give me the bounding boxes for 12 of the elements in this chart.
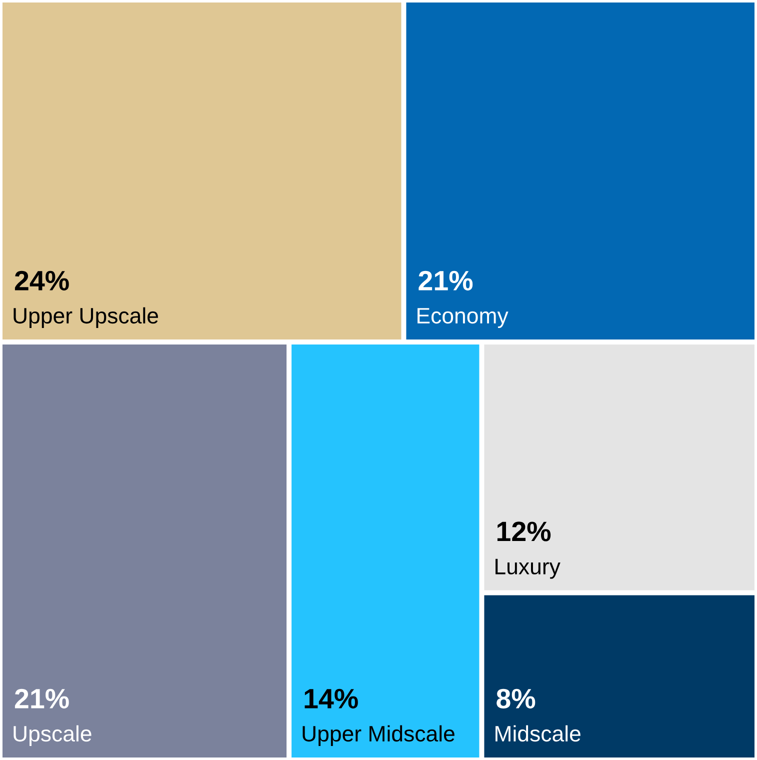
data-label: 12%: [497, 522, 551, 542]
data-label: 24%: [14, 270, 69, 290]
category-label: Luxury: [496, 558, 560, 579]
data-label: 14%: [304, 688, 358, 708]
data-label: 21%: [418, 270, 473, 290]
data-label: 8%: [496, 688, 536, 709]
category-label: Upscale: [14, 725, 92, 746]
category-label: Midscale: [496, 725, 580, 742]
category-label: Upper Midscale: [302, 725, 454, 746]
category-label: Upper Upscale: [14, 307, 158, 328]
data-label: 21%: [14, 688, 69, 708]
category-label: Economy: [418, 308, 508, 328]
